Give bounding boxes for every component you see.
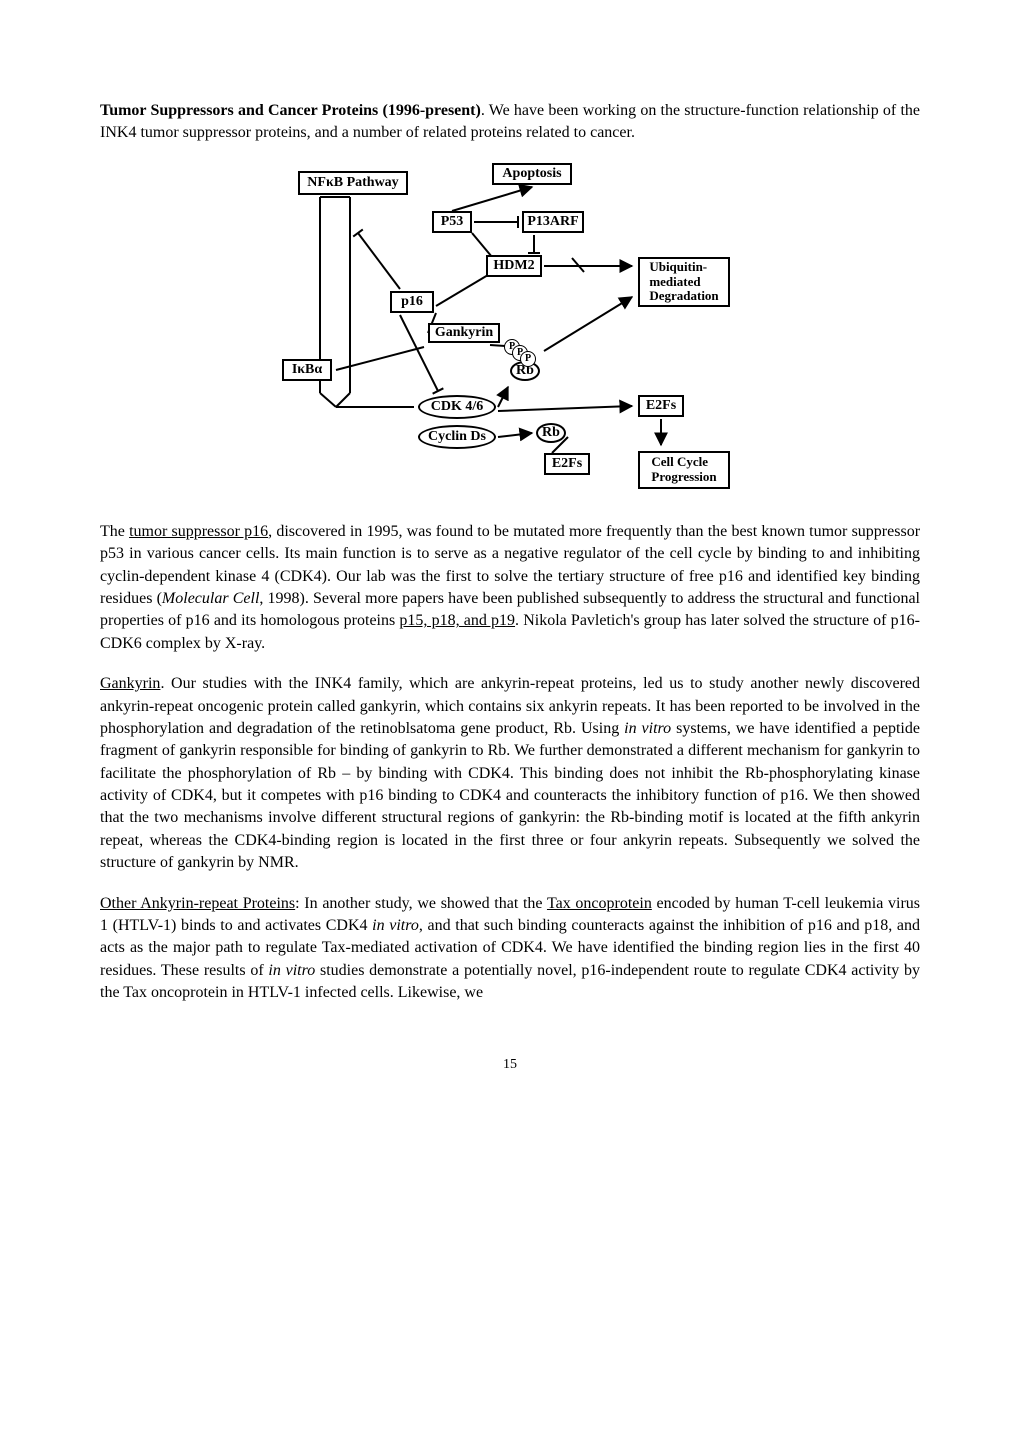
pathway-diagram: NFκB Pathway Apoptosis P53 P13ARF HDM2 p16 Gan… [240, 163, 780, 493]
p2-u1: tumor suppressor p16 [129, 523, 268, 540]
p4-i1: in vitro [372, 917, 419, 934]
p3-u1: Gankyrin [100, 675, 160, 692]
diagram-box-p16: p16 [390, 291, 434, 313]
diagram-box-apop: Apoptosis [492, 163, 572, 185]
p4-mid1: : In another study, we showed that the [295, 895, 547, 912]
diagram-box-ikba: IκBα [282, 359, 332, 381]
diagram-box-gankyrin: Gankyrin [428, 323, 500, 343]
diagram-box-ubiq: Ubiquitin- mediated Degradation [638, 257, 730, 307]
paragraph-1: Tumor Suppressors and Cancer Proteins (1… [100, 100, 920, 145]
diagram-box-ccp: Cell Cycle Progression [638, 451, 730, 489]
p4-u2: Tax oncoprotein [547, 895, 652, 912]
diagram-arrows [240, 163, 780, 493]
p3-end: systems, we have identified a peptide fr… [100, 720, 920, 871]
p1-lead: Tumor Suppressors and Cancer Proteins (1… [100, 102, 481, 119]
p2-i1: Molecular Cell [162, 590, 259, 607]
p2-u2: p15, p18, and p19 [399, 612, 515, 629]
paragraph-4: Other Ankyrin-repeat Proteins: In anothe… [100, 893, 920, 1005]
diagram-box-cdk46: CDK 4/6 [418, 395, 496, 419]
diagram-box-p53: P53 [432, 211, 472, 233]
p3-i1: in vitro [624, 720, 671, 737]
diagram-box-nfkb: NFκB Pathway [298, 171, 408, 195]
paragraph-2: The tumor suppressor p16, discovered in … [100, 521, 920, 655]
phospho-marker: P [520, 351, 536, 367]
diagram-box-cyclind: Cyclin Ds [418, 425, 496, 449]
diagram-box-hdm2: HDM2 [486, 255, 542, 277]
diagram-box-e2fs1: E2Fs [638, 395, 684, 417]
paragraph-3: Gankyrin. Our studies with the INK4 fami… [100, 673, 920, 875]
p2-pre: The [100, 523, 129, 540]
page-number: 15 [100, 1055, 920, 1075]
p4-u1: Other Ankyrin-repeat Proteins [100, 895, 295, 912]
p4-i2: in vitro [268, 962, 315, 979]
diagram-box-p13arf: P13ARF [522, 211, 584, 233]
diagram-container: NFκB Pathway Apoptosis P53 P13ARF HDM2 p16 Gan… [100, 163, 920, 493]
diagram-box-e2fs2: E2Fs [544, 453, 590, 475]
diagram-box-rb2: Rb [536, 423, 566, 443]
